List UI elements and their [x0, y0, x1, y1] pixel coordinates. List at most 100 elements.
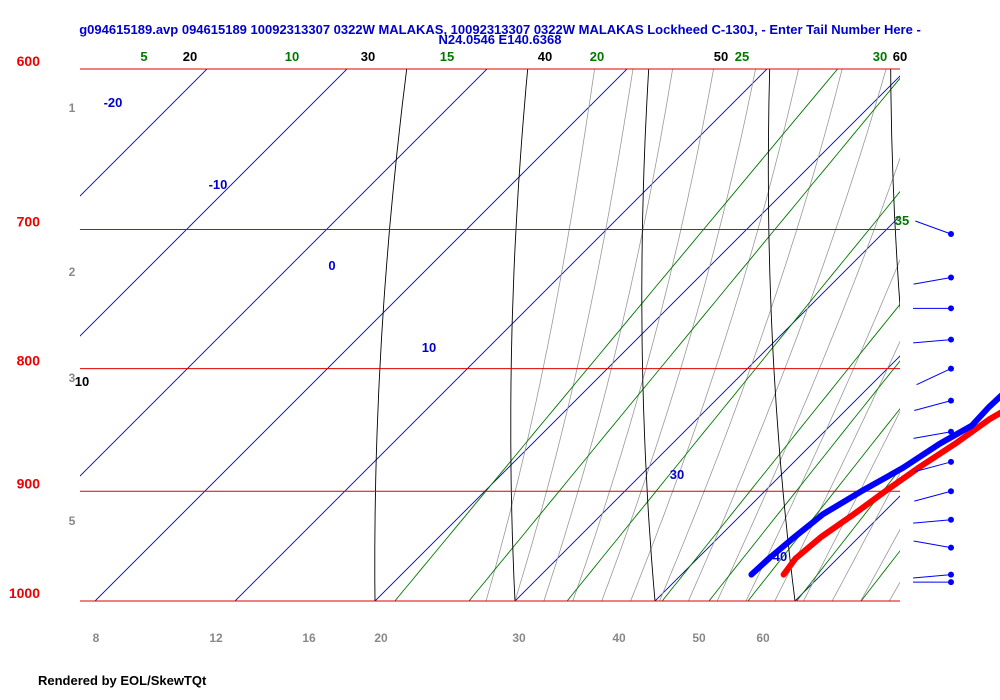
moist-adiabat-line: [803, 410, 900, 601]
height-label: 3: [69, 371, 76, 385]
isotherm-line: [374, 75, 900, 601]
dry-adiabat-line: [641, 69, 656, 601]
wind-barb: [913, 540, 952, 549]
height-label: 2: [69, 265, 76, 279]
pressure-label: 800: [17, 353, 41, 369]
moist-adiabat-line: [485, 69, 596, 601]
mixing-ratio-line: [796, 468, 900, 601]
moist-adiabat-line: [950, 0, 1000, 642]
moist-adiabat-line: [601, 69, 757, 601]
pressure-label: 1000: [9, 585, 40, 601]
isobar-lines: [80, 68, 900, 602]
moist-adiabat-line: [659, 69, 843, 601]
bottom-temp-label: 60: [756, 631, 770, 645]
mixing-ratio-label: 15: [440, 49, 454, 64]
wind-barb-station: [948, 274, 954, 281]
isotherm-line: [94, 69, 628, 601]
dry-adiabat-label: 60: [893, 49, 907, 64]
wind-barb-station: [948, 365, 954, 372]
mixing-ratio-line: [394, 69, 839, 601]
wind-barb-station: [948, 571, 954, 578]
dry-adiabat-label: 10: [75, 374, 89, 389]
footer-credit: Rendered by EOL/SkewTQt: [38, 673, 207, 688]
dry-adiabat-label: 40: [538, 49, 552, 64]
mixing-ratio-label: 10: [285, 49, 299, 64]
pressure-label: 600: [17, 53, 41, 69]
mixing-ratio-label: 35: [895, 213, 909, 228]
dry-adiabat-line: [374, 69, 408, 601]
wind-barb: [913, 431, 952, 439]
isotherm-label: 40: [773, 549, 787, 564]
moist-adiabat-line: [922, 0, 1000, 642]
isotherm-line: [80, 69, 488, 477]
height-label: 1: [69, 101, 76, 115]
wind-barb-station: [948, 397, 954, 404]
mixing-ratio-label: 20: [590, 49, 604, 64]
bottom-temp-label: 8: [93, 631, 100, 645]
wind-barb: [913, 277, 952, 285]
wind-barb-station: [948, 428, 954, 435]
wind-barb: [913, 519, 952, 524]
isotherm-label: -20: [104, 95, 123, 110]
bottom-temp-label: 16: [302, 631, 316, 645]
moist-adiabat-line: [543, 69, 674, 601]
wind-barb-station: [948, 458, 954, 465]
wind-barb-station: [948, 544, 954, 551]
grid-lines: [80, 0, 1000, 642]
bottom-temp-label: 20: [374, 631, 388, 645]
moist-adiabat-line: [860, 528, 900, 601]
wind-barb-station: [948, 336, 954, 343]
moist-adiabat-line: [831, 472, 900, 601]
mixing-ratio-label: 25: [735, 49, 749, 64]
temperature-profile: [780, 409, 1000, 578]
dry-adiabat-label: 30: [361, 49, 375, 64]
sounding-profiles: [748, 392, 1000, 578]
wind-barb: [916, 368, 952, 386]
moist-adiabat-line: [894, 0, 1000, 642]
wind-barb-station: [948, 488, 954, 495]
isotherm-line: [794, 495, 900, 601]
isotherm-line: [234, 69, 768, 601]
isotherm-label: 30: [670, 467, 684, 482]
wind-barb-station: [948, 305, 954, 312]
mixing-ratio-line: [960, 0, 1000, 642]
pressure-label: 900: [17, 475, 41, 491]
dry-adiabat-label: 20: [183, 49, 197, 64]
chart-subtitle: N24.0546 E140.6368: [439, 32, 562, 47]
bottom-temp-label: 50: [692, 631, 706, 645]
moist-adiabat-line: [774, 340, 900, 601]
wind-barb-station: [948, 230, 954, 237]
bottom-temp-label: 12: [209, 631, 223, 645]
wind-barb-station: [948, 516, 954, 523]
dry-adiabat-line: [890, 69, 900, 311]
mixing-ratio-line: [992, 0, 1000, 642]
isotherm-label: 0: [328, 258, 335, 273]
isotherm-line: [514, 215, 900, 601]
dry-adiabat-label: 50: [714, 49, 728, 64]
wind-barb: [914, 461, 952, 473]
mixing-ratio-line: [924, 0, 1000, 642]
isotherm-label: -10: [209, 177, 228, 192]
mixing-ratio-label: 5: [140, 49, 147, 64]
chart-title: g094615189.avp 094615189 10092313307 032…: [79, 22, 921, 37]
wind-barbs: [913, 220, 954, 586]
wind-barb: [913, 339, 952, 344]
moist-adiabat-line: [716, 157, 900, 601]
isotherm-line: [80, 69, 208, 197]
height-label: 5: [69, 514, 76, 528]
bottom-temp-label: 30: [512, 631, 526, 645]
isotherm-line: [894, 0, 1000, 642]
dewpoint-profile: [748, 392, 1000, 578]
wind-barb: [914, 400, 952, 411]
wind-barb: [915, 220, 952, 235]
bottom-temp-label: 40: [612, 631, 626, 645]
wind-barb: [913, 574, 952, 579]
moist-adiabat-line: [978, 0, 1000, 642]
mixing-ratio-label: 30: [873, 49, 887, 64]
isotherm-line: [654, 355, 900, 601]
isotherm-line: [80, 69, 348, 337]
mixing-ratio-line: [860, 550, 900, 601]
mixing-ratio-line: [747, 408, 900, 601]
